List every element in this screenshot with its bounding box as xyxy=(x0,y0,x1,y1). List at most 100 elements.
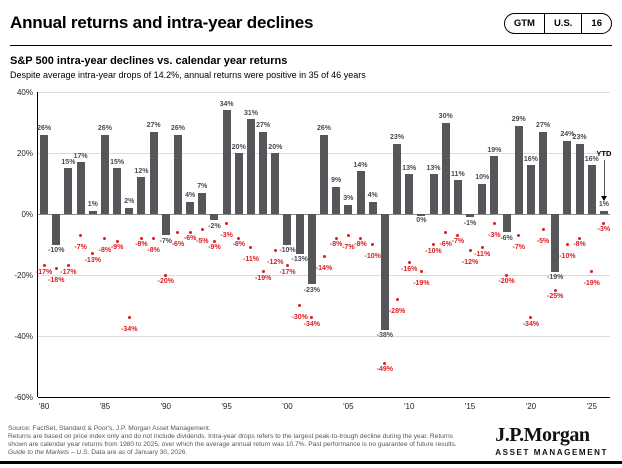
decline-label-2023: -10% xyxy=(559,253,576,260)
decline-label-1993: -5% xyxy=(196,237,209,245)
decline-dot-2015 xyxy=(468,249,472,253)
return-label-2003: 26% xyxy=(316,125,332,133)
chart-heading: S&P 500 intra-year declines vs. calendar… xyxy=(10,55,288,67)
decline-label-2008: -49% xyxy=(376,366,394,374)
decline-dot-1988 xyxy=(139,236,143,240)
decline-label-2022: -25% xyxy=(547,293,564,301)
footnote-line: shown are calendar year returns from 198… xyxy=(8,441,457,448)
footnote-line: Source: FactSet, Standard & Poor's, J.P.… xyxy=(8,425,211,432)
decline-dot-2013 xyxy=(444,230,448,234)
data-asof: Data are as of January 30, 2026. xyxy=(89,449,188,456)
jpmorgan-logo-name: J.P.Morgan xyxy=(495,424,590,446)
decline-label-2007: -10% xyxy=(364,253,381,260)
decline-dot-2002 xyxy=(310,316,314,320)
decline-dot-1986 xyxy=(115,239,119,243)
return-bar-2002 xyxy=(307,214,316,285)
decline-label-2013: -6% xyxy=(439,240,452,248)
decline-label-2011: -19% xyxy=(413,280,430,288)
return-label-2018: -6% xyxy=(500,234,513,242)
decline-dot-2004 xyxy=(334,236,338,240)
decline-dot-2011 xyxy=(419,270,423,274)
decline-dot-1985 xyxy=(103,236,107,240)
decline-dot-2005 xyxy=(346,233,350,237)
return-label-1997: 31% xyxy=(243,109,258,117)
decline-label-1995: -3% xyxy=(220,231,233,239)
decline-dot-2018 xyxy=(505,273,509,277)
return-label-1994: -2% xyxy=(208,222,221,230)
return-bar-1996 xyxy=(234,153,243,214)
decline-label-2021: -5% xyxy=(536,237,550,245)
chart-subtitle: Despite average intra-year drops of 14.2… xyxy=(10,70,366,80)
decline-label-1990: -20% xyxy=(157,278,174,285)
return-bar-1985 xyxy=(100,134,109,214)
return-bar-1997 xyxy=(246,119,255,214)
return-bar-2011 xyxy=(417,214,426,216)
gridline xyxy=(38,336,610,337)
return-bar-2003 xyxy=(320,134,328,214)
return-bar-2019 xyxy=(514,125,523,214)
y-axis-line xyxy=(37,92,38,397)
decline-dot-2017 xyxy=(492,221,496,225)
return-bar-2007 xyxy=(368,201,377,214)
return-label-1984: 1% xyxy=(87,201,98,209)
decline-dot-2001 xyxy=(298,304,302,307)
decline-label-2003: -14% xyxy=(315,265,333,273)
return-label-2007: 4% xyxy=(367,192,378,200)
gridline xyxy=(38,275,610,276)
return-bar-2020 xyxy=(526,165,535,214)
return-label-2023: 24% xyxy=(560,131,575,139)
footnote-line: Returns are based on price index only an… xyxy=(8,433,453,440)
x-axis-tick-label: '95 xyxy=(221,402,232,411)
return-label-2021: 27% xyxy=(536,122,551,130)
decline-label-2017: -3% xyxy=(488,231,501,239)
return-bar-1998 xyxy=(259,131,268,214)
decline-label-1984: -13% xyxy=(84,256,101,264)
decline-dot-1984 xyxy=(91,252,95,256)
return-label-2016: 10% xyxy=(475,174,490,181)
return-label-2026: 1% xyxy=(598,201,609,209)
return-bar-2023 xyxy=(563,140,572,214)
return-label-1993: 7% xyxy=(197,183,208,191)
gtm-reference: Guide to the Markets – U.S. xyxy=(8,449,90,456)
return-label-2006: 14% xyxy=(353,161,368,169)
return-bar-1981 xyxy=(52,214,61,245)
return-bar-1993 xyxy=(198,192,207,214)
decline-label-2016: -11% xyxy=(474,250,491,258)
return-bar-1994 xyxy=(210,214,219,221)
return-bar-1989 xyxy=(149,131,158,214)
badge-gtm: GTM xyxy=(513,17,535,29)
x-axis-tick-label: '00 xyxy=(282,402,293,411)
return-label-1982: 15% xyxy=(61,158,76,166)
decline-dot-2007 xyxy=(371,243,375,246)
decline-dot-2010 xyxy=(407,261,411,265)
return-label-2005: 3% xyxy=(343,195,354,203)
x-axis-tick-label: '05 xyxy=(343,402,354,411)
return-bar-1995 xyxy=(222,110,231,214)
return-label-2014: 11% xyxy=(451,170,465,178)
decline-label-1994: -9% xyxy=(208,244,221,252)
return-label-2013: 30% xyxy=(438,113,453,120)
return-label-1989: 27% xyxy=(146,122,161,130)
decline-label-2004: -8% xyxy=(329,241,343,249)
decline-label-1998: -19% xyxy=(254,274,272,282)
decline-label-1988: -8% xyxy=(135,241,148,249)
return-bar-1999 xyxy=(271,153,280,214)
ytd-arrow-head xyxy=(601,195,608,201)
badge-page-number: 16 xyxy=(581,13,611,33)
return-label-2025: 16% xyxy=(584,155,599,163)
return-bar-2026 xyxy=(599,210,608,214)
decline-dot-1980 xyxy=(42,264,46,268)
return-label-2017: 19% xyxy=(487,146,502,154)
decline-label-1985: -8% xyxy=(98,246,112,254)
jpmorgan-logo-sub: ASSET MANAGEMENT xyxy=(495,448,608,457)
decline-label-1986: -9% xyxy=(110,244,124,252)
decline-dot-1999 xyxy=(273,249,277,253)
return-bar-2022 xyxy=(551,214,560,272)
decline-label-2025: -19% xyxy=(583,280,600,288)
page-title: Annual returns and intra-year declines xyxy=(10,13,314,32)
x-axis-tick-label: '20 xyxy=(525,402,537,411)
return-label-1980: 26% xyxy=(37,125,52,133)
x-axis-tick-label: '15 xyxy=(464,402,476,411)
decline-label-1987: -34% xyxy=(121,326,138,334)
return-label-2015: -1% xyxy=(463,219,477,227)
